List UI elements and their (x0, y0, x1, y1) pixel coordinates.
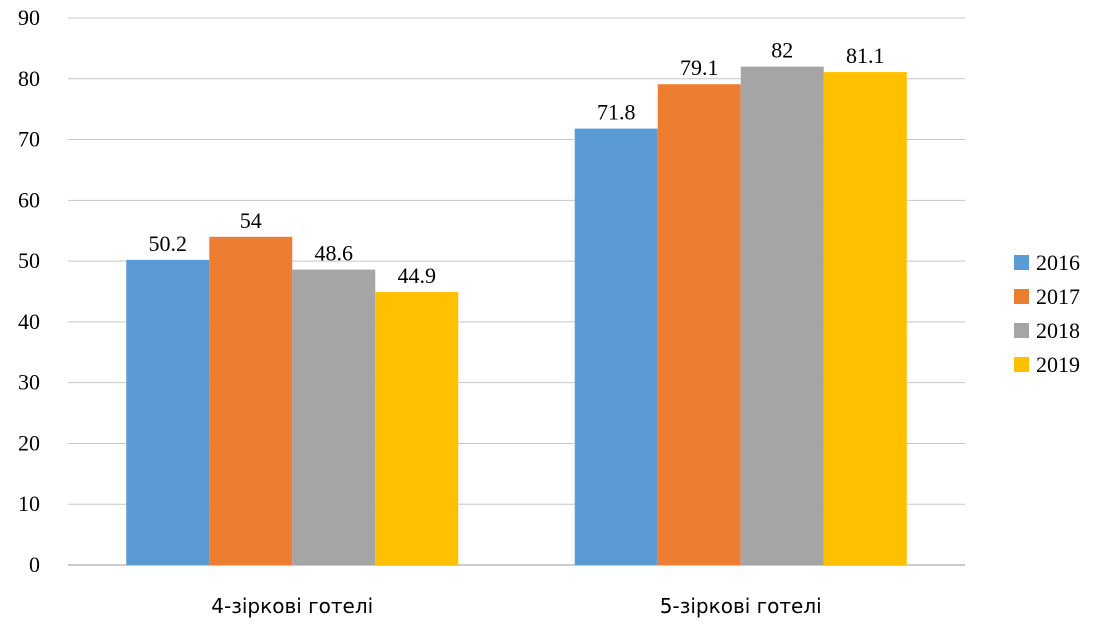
category-label: 4-зіркові готелі (211, 594, 373, 618)
y-tick-label: 0 (29, 552, 40, 577)
bar-2016-1 (126, 259, 210, 565)
y-tick-label: 90 (18, 5, 40, 30)
bar-2017-1 (209, 236, 293, 566)
legend-swatch (1014, 357, 1029, 372)
data-label: 54 (240, 208, 262, 233)
y-tick-label: 60 (18, 187, 40, 212)
legend: 2016 2017 2018 2019 (1014, 250, 1080, 377)
data-label: 71.8 (597, 100, 636, 125)
bar-2017-2 (657, 84, 741, 566)
bars (126, 66, 907, 566)
y-tick-label: 10 (18, 491, 40, 516)
legend-swatch (1014, 255, 1029, 270)
y-tick-label: 20 (18, 430, 40, 455)
bar-2019-1 (375, 292, 459, 565)
data-label: 81.1 (846, 43, 885, 68)
legend-entry-label: 2019 (1036, 352, 1080, 377)
data-label: 48.6 (315, 241, 354, 266)
y-tick-label: 40 (18, 309, 40, 334)
y-tick-label: 80 (18, 66, 40, 91)
y-tick-label: 50 (18, 248, 40, 273)
legend-swatch (1014, 289, 1029, 304)
bar-2018-2 (740, 66, 824, 565)
legend-entry-label: 2016 (1036, 250, 1080, 275)
y-tick-label: 70 (18, 127, 40, 152)
data-label: 82 (771, 38, 793, 63)
y-axis-ticks: 0 10 20 30 40 50 60 70 80 90 (18, 5, 40, 577)
legend-entry-label: 2017 (1036, 284, 1080, 309)
data-label: 50.2 (149, 231, 188, 256)
legend-entry-label: 2018 (1036, 318, 1080, 343)
legend-swatch (1014, 323, 1029, 338)
data-label: 44.9 (398, 263, 437, 288)
y-tick-label: 30 (18, 370, 40, 395)
category-labels: 4-зіркові готелі 5-зіркові готелі (211, 594, 821, 618)
data-label: 79.1 (680, 55, 719, 80)
bar-2018-1 (292, 269, 376, 565)
category-label: 5-зіркові готелі (660, 594, 822, 618)
bar-2016-2 (574, 128, 658, 566)
bar-2019-2 (823, 72, 907, 565)
data-labels: 50.2 54 48.6 44.9 71.8 79.1 82 81.1 (149, 38, 885, 288)
